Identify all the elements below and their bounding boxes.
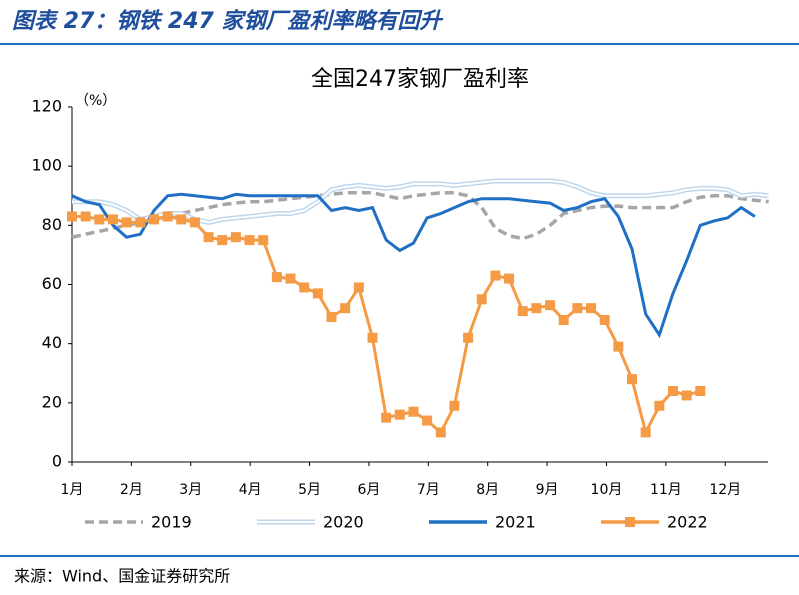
y-tick-label: 60 bbox=[42, 274, 62, 293]
series-marker bbox=[367, 332, 378, 343]
series-line bbox=[71, 191, 769, 241]
series-marker bbox=[353, 282, 364, 293]
series-marker bbox=[531, 303, 542, 314]
y-tick-label: 80 bbox=[42, 215, 62, 234]
series-marker bbox=[408, 406, 419, 417]
series-marker bbox=[586, 303, 597, 314]
series-marker bbox=[189, 217, 200, 228]
legend-label: 2020 bbox=[323, 513, 364, 532]
x-tick-label: 12月 bbox=[709, 482, 741, 498]
series-marker bbox=[326, 312, 337, 323]
series-marker bbox=[148, 214, 159, 225]
series-marker bbox=[299, 282, 310, 293]
series-marker bbox=[681, 390, 692, 401]
x-tick-label: 8月 bbox=[476, 482, 499, 498]
series-marker bbox=[394, 409, 405, 420]
series-marker bbox=[558, 315, 569, 325]
series-marker bbox=[435, 427, 446, 438]
x-tick-label: 6月 bbox=[357, 482, 380, 498]
series-marker bbox=[640, 427, 651, 438]
x-tick-label: 5月 bbox=[298, 482, 321, 498]
series-marker bbox=[654, 400, 665, 411]
series-marker bbox=[203, 232, 214, 243]
series-marker bbox=[572, 303, 583, 314]
series-marker bbox=[340, 303, 351, 314]
series-marker bbox=[121, 217, 132, 228]
series-line bbox=[71, 192, 756, 339]
series-marker bbox=[476, 294, 487, 305]
series-marker bbox=[176, 214, 187, 225]
x-tick-label: 7月 bbox=[417, 482, 440, 498]
header-title: 图表 27：钢铁 247 家钢厂盈利率略有回升 bbox=[12, 8, 444, 34]
source: 来源：Wind、国金证券研究所 bbox=[14, 567, 230, 586]
series-marker bbox=[545, 300, 556, 311]
series-marker bbox=[463, 332, 474, 343]
x-tick-label: 9月 bbox=[536, 482, 559, 498]
legend-label: 2021 bbox=[495, 513, 536, 532]
x-tick-label: 2月 bbox=[120, 482, 143, 498]
x-tick-label: 4月 bbox=[239, 482, 262, 498]
series-marker bbox=[135, 217, 146, 228]
series-marker bbox=[667, 386, 678, 396]
series-marker bbox=[285, 273, 296, 284]
series-marker bbox=[517, 306, 528, 317]
y-tick-label: 120 bbox=[31, 97, 62, 116]
x-tick-label: 3月 bbox=[179, 482, 202, 498]
legend-label: 2022 bbox=[667, 513, 708, 532]
x-tick-label: 10月 bbox=[591, 482, 623, 498]
y-tick-label: 100 bbox=[31, 156, 62, 175]
y-tick-label: 0 bbox=[52, 452, 62, 471]
series-marker bbox=[217, 235, 228, 246]
series-marker bbox=[258, 235, 269, 246]
series-line-inner bbox=[72, 180, 769, 224]
y-axis-label: （%） bbox=[75, 93, 116, 109]
series-marker bbox=[627, 374, 638, 385]
x-tick-label: 11月 bbox=[650, 482, 682, 498]
series-marker bbox=[422, 415, 433, 426]
y-tick-label: 20 bbox=[42, 392, 62, 411]
x-tick-label: 1月 bbox=[61, 482, 84, 498]
series-marker bbox=[107, 214, 118, 225]
series-marker bbox=[381, 412, 392, 423]
series-marker bbox=[599, 315, 610, 325]
series-marker bbox=[67, 211, 77, 222]
legend-marker bbox=[625, 517, 635, 527]
series-marker bbox=[449, 400, 460, 411]
y-tick-label: 40 bbox=[42, 333, 62, 352]
series-marker bbox=[695, 386, 706, 396]
series-marker bbox=[271, 272, 282, 283]
series-marker bbox=[312, 288, 323, 299]
series-marker bbox=[94, 214, 105, 225]
series-marker bbox=[490, 270, 501, 281]
series-marker bbox=[80, 211, 91, 222]
series-marker bbox=[230, 232, 241, 243]
legend-label: 2019 bbox=[151, 513, 192, 532]
series-marker bbox=[162, 211, 173, 222]
series-marker bbox=[244, 235, 255, 246]
chart-title: 全国247家钢厂盈利率 bbox=[311, 67, 529, 92]
series-marker bbox=[613, 341, 624, 352]
series-marker bbox=[504, 273, 515, 284]
